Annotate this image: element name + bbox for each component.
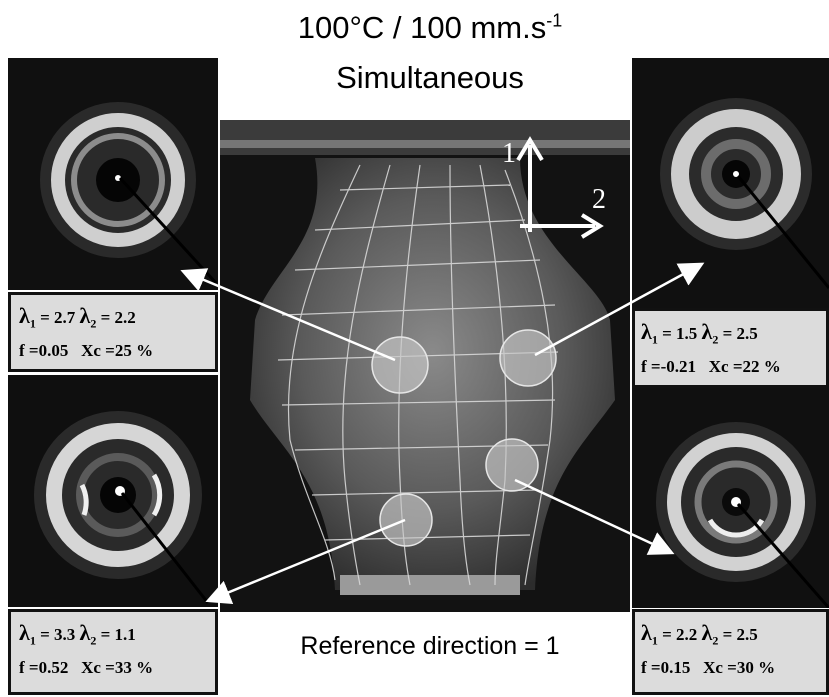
diffraction-pattern-1 bbox=[8, 58, 218, 290]
diffraction-pattern-4 bbox=[632, 380, 829, 608]
title-line-2: Simultaneous bbox=[336, 60, 524, 95]
axis-2-label: 2 bbox=[592, 184, 606, 215]
measurement-box-top-right: λ1 = 1.5 λ2 = 2.5 f =-0.21 Xc =22 % bbox=[632, 308, 829, 388]
measurement-box-top-left: λ1 = 2.7 λ2 = 2.2 f =0.05 Xc =25 % bbox=[8, 292, 218, 372]
measurement-box-bottom-right: λ1 = 2.2 λ2 = 2.5 f =0.15 Xc =30 % bbox=[632, 609, 829, 695]
title-line-1: 100°C / 100 mm.s-1 bbox=[297, 10, 563, 45]
pattern-bottom-right bbox=[632, 380, 829, 608]
reference-direction-text: Reference direction = 1 bbox=[300, 632, 560, 660]
pattern-top-right bbox=[632, 58, 829, 308]
pattern-top-left bbox=[8, 58, 218, 290]
axis-1-label: 1 bbox=[502, 138, 516, 169]
specimen-graphic: 1 2 bbox=[220, 120, 630, 612]
pattern-bottom-left bbox=[8, 375, 218, 607]
diffraction-pattern-2 bbox=[632, 58, 829, 308]
measurement-box-bottom-left: λ1 = 3.3 λ2 = 1.1 f =0.52 Xc =33 % bbox=[8, 609, 218, 695]
diffraction-pattern-3 bbox=[8, 375, 218, 607]
specimen-photo: 1 2 bbox=[220, 120, 630, 612]
